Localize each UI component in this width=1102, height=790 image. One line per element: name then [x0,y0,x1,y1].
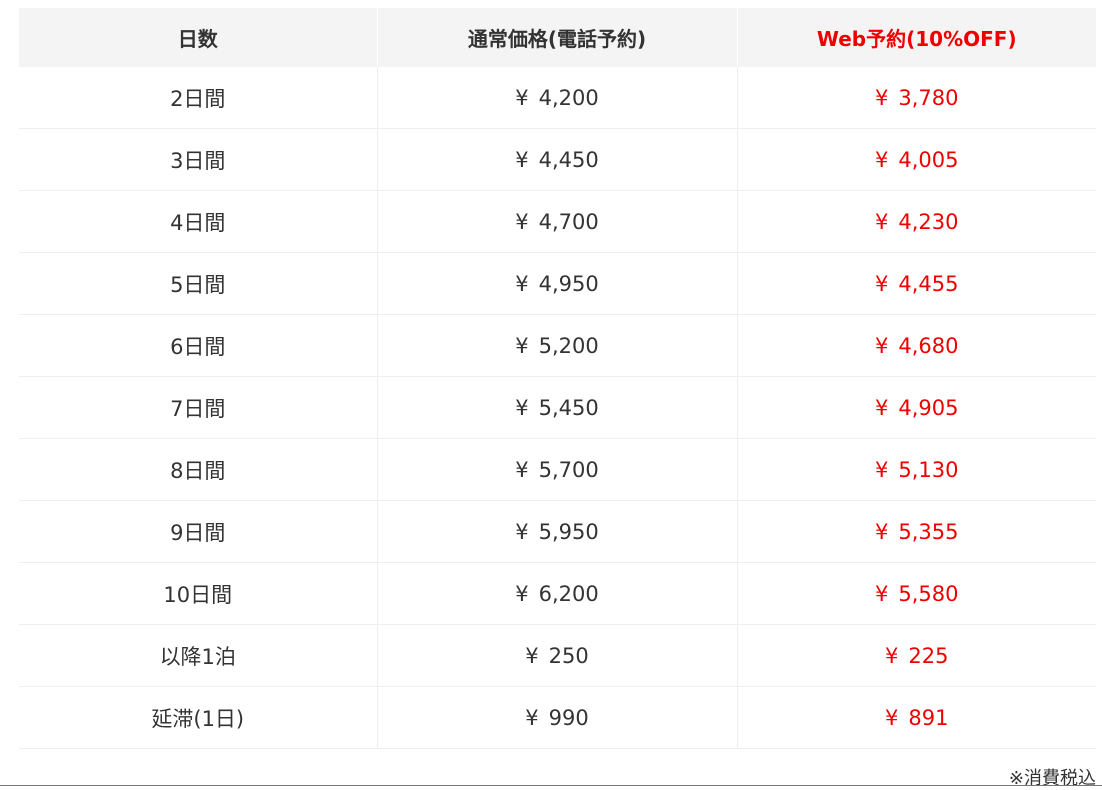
web-price-cell: ¥5,355 [737,500,1096,563]
price-value: 250 [548,643,589,668]
yen-symbol: ¥ [525,705,539,730]
yen-symbol: ¥ [875,271,889,296]
price-value: 4,950 [538,271,599,296]
tax-note: ※消費税込 [1008,768,1096,789]
price-value: 4,005 [898,147,959,172]
web-price-cell: ¥5,130 [737,438,1096,501]
web-price-cell: ¥4,455 [737,252,1096,315]
regular-price-cell: ¥4,950 [377,252,738,315]
web-price-cell: ¥4,905 [737,376,1096,439]
web-price-cell: ¥3,780 [737,67,1096,129]
regular-price-cell: ¥990 [377,686,738,749]
regular-price-cell: ¥5,450 [377,376,738,439]
table-row: 10日間 ¥6,200 ¥5,580 [19,562,1096,625]
yen-symbol: ¥ [875,457,889,482]
price-value: 4,230 [898,209,959,234]
yen-symbol: ¥ [515,457,529,482]
price-value: 4,200 [538,85,599,110]
yen-symbol: ¥ [875,581,889,606]
days-cell: 10日間 [19,562,378,625]
web-price-cell: ¥4,230 [737,190,1096,253]
regular-price-cell: ¥5,700 [377,438,738,501]
price-value: 5,200 [538,333,599,358]
regular-price-cell: ¥4,700 [377,190,738,253]
table-header-row: 日数 通常価格(電話予約) Web予約(10%OFF) [19,8,1096,67]
price-value: 4,455 [898,271,959,296]
header-days: 日数 [19,8,378,67]
days-cell: 2日間 [19,67,378,129]
price-value: 4,700 [538,209,599,234]
days-cell: 4日間 [19,190,378,253]
table-row: 4日間 ¥4,700 ¥4,230 [19,190,1096,253]
table-row: 8日間 ¥5,700 ¥5,130 [19,438,1096,501]
header-web-price: Web予約(10%OFF) [737,8,1096,67]
regular-price-cell: ¥5,200 [377,314,738,377]
yen-symbol: ¥ [875,519,889,544]
web-price-cell: ¥225 [737,624,1096,687]
days-cell: 以降1泊 [19,624,378,687]
days-cell: 5日間 [19,252,378,315]
days-cell: 9日間 [19,500,378,563]
price-value: 891 [908,705,949,730]
days-cell: 3日間 [19,128,378,191]
yen-symbol: ¥ [515,519,529,544]
table-body: 2日間 ¥4,200 ¥3,780 3日間 ¥4,450 ¥4,005 4日間 ¥4,700 ¥… [19,67,1096,749]
days-cell: 8日間 [19,438,378,501]
bottom-divider [0,785,1102,786]
price-value: 5,355 [898,519,959,544]
regular-price-cell: ¥250 [377,624,738,687]
table-row: 5日間 ¥4,950 ¥4,455 [19,252,1096,315]
table-row: 9日間 ¥5,950 ¥5,355 [19,500,1096,563]
regular-price-cell: ¥6,200 [377,562,738,625]
yen-symbol: ¥ [875,333,889,358]
price-value: 3,780 [898,85,959,110]
web-price-cell: ¥4,005 [737,128,1096,191]
days-cell: 7日間 [19,376,378,439]
price-value: 4,905 [898,395,959,420]
regular-price-cell: ¥4,450 [377,128,738,191]
header-regular-price: 通常価格(電話予約) [377,8,738,67]
price-table: 日数 通常価格(電話予約) Web予約(10%OFF) 2日間 ¥4,200 ¥3,… [19,8,1096,749]
web-price-cell: ¥891 [737,686,1096,749]
price-value: 4,680 [898,333,959,358]
regular-price-cell: ¥4,200 [377,67,738,129]
yen-symbol: ¥ [515,209,529,234]
web-price-cell: ¥5,580 [737,562,1096,625]
yen-symbol: ¥ [875,395,889,420]
yen-symbol: ¥ [515,333,529,358]
yen-symbol: ¥ [885,643,899,668]
price-value: 6,200 [538,581,599,606]
yen-symbol: ¥ [515,85,529,110]
table-row: 以降1泊 ¥250 ¥225 [19,624,1096,687]
yen-symbol: ¥ [875,209,889,234]
yen-symbol: ¥ [515,147,529,172]
table-row: 延滞(1日) ¥990 ¥891 [19,686,1096,749]
yen-symbol: ¥ [885,705,899,730]
price-value: 4,450 [538,147,599,172]
price-value: 5,130 [898,457,959,482]
web-price-cell: ¥4,680 [737,314,1096,377]
price-value: 5,580 [898,581,959,606]
price-value: 5,450 [538,395,599,420]
price-value: 5,700 [538,457,599,482]
days-cell: 延滞(1日) [19,686,378,749]
yen-symbol: ¥ [515,581,529,606]
regular-price-cell: ¥5,950 [377,500,738,563]
table-row: 6日間 ¥5,200 ¥4,680 [19,314,1096,377]
table-row: 3日間 ¥4,450 ¥4,005 [19,128,1096,191]
days-cell: 6日間 [19,314,378,377]
yen-symbol: ¥ [515,271,529,296]
table-row: 2日間 ¥4,200 ¥3,780 [19,67,1096,129]
yen-symbol: ¥ [875,85,889,110]
table-row: 7日間 ¥5,450 ¥4,905 [19,376,1096,439]
yen-symbol: ¥ [525,643,539,668]
price-value: 5,950 [538,519,599,544]
price-value: 990 [548,705,589,730]
price-value: 225 [908,643,949,668]
yen-symbol: ¥ [875,147,889,172]
yen-symbol: ¥ [515,395,529,420]
